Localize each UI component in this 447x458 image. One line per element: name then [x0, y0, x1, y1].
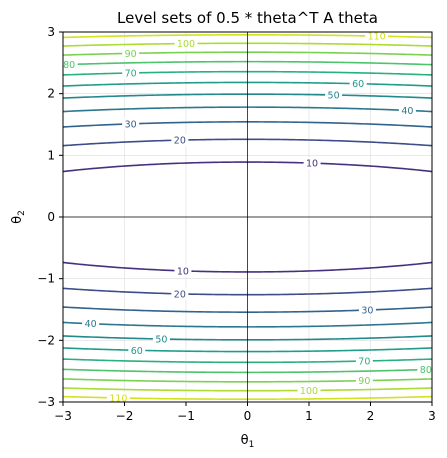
x-tick-label: 1: [305, 409, 313, 423]
contour-label-bg: [398, 104, 416, 117]
contour-label-10: 10: [177, 266, 189, 277]
contour-label-50: 50: [328, 91, 340, 102]
contour-label-110: 110: [109, 393, 127, 404]
contour-label-60: 60: [131, 346, 143, 357]
contour-label-100: 100: [177, 39, 195, 50]
contour-label-bg: [349, 77, 367, 90]
contour-label-bg: [60, 58, 78, 71]
contour-label-bg: [174, 37, 198, 50]
contour-label-bg: [171, 287, 189, 300]
contour-label-70: 70: [358, 357, 370, 368]
chart-title: Level sets of 0.5 * theta^T A theta: [117, 9, 378, 27]
x-tick-label: −1: [177, 409, 195, 423]
y-tick-label: 0: [47, 210, 55, 224]
contour-label-bg: [152, 332, 170, 345]
x-tick-label: −2: [116, 409, 134, 423]
contour-labels: 10 10 20 20 30 30 40 40 50 50 60 60 70 70 80 80 90 90 100 1…: [60, 30, 435, 404]
contour-label-80: 80: [63, 60, 75, 71]
contour-label-50: 50: [155, 334, 167, 345]
contour-label-bg: [355, 374, 373, 387]
contour-label-bg: [417, 363, 435, 376]
contour-label-20: 20: [174, 136, 186, 147]
contour-label-30: 30: [125, 119, 137, 130]
contour-label-80: 80: [420, 365, 432, 376]
y-tick-label: 2: [47, 87, 55, 101]
contour-label-bg: [365, 30, 389, 43]
y-axis-label: θ2: [10, 210, 27, 224]
contour-label-bg: [122, 47, 140, 60]
y-tick-label: −3: [37, 395, 55, 409]
contour-label-110: 110: [368, 32, 386, 43]
contour-label-bg: [106, 391, 130, 404]
contour-label-bg: [122, 66, 140, 79]
contour-label-bg: [325, 89, 343, 102]
contour-label-40: 40: [401, 106, 413, 117]
y-tick-label: −1: [37, 272, 55, 286]
x-tick-label: 0: [244, 409, 252, 423]
contour-label-100: 100: [300, 386, 318, 397]
contour-label-90: 90: [358, 376, 370, 387]
contour-label-20: 20: [174, 289, 186, 300]
contour-label-40: 40: [85, 319, 97, 330]
x-axis-label: θ1: [241, 433, 255, 450]
x-tick-label: 2: [367, 409, 375, 423]
contour-label-bg: [128, 344, 146, 357]
axis-ticks: −3−3 −2 −2 −1 −1 0 0 1 1 2 2 3 3: [37, 25, 436, 423]
contour-label-10: 10: [306, 159, 318, 170]
y-tick-label: 1: [47, 148, 55, 162]
contour-label-bg: [174, 264, 192, 277]
contour-label-90: 90: [125, 49, 137, 60]
y-tick-label: 3: [47, 25, 55, 39]
contour-label-bg: [303, 157, 321, 170]
x-tick-label: 3: [428, 409, 436, 423]
contour-label-bg: [358, 304, 376, 317]
y-tick-label: −2: [37, 333, 55, 347]
x-tick-label: −3: [54, 409, 72, 423]
contour-label-bg: [82, 317, 100, 330]
contour-label-bg: [355, 355, 373, 368]
contour-label-30: 30: [361, 306, 373, 317]
contour-label-bg: [122, 117, 140, 130]
contour-label-60: 60: [352, 79, 364, 90]
contour-label-bg: [171, 134, 189, 147]
contour-label-bg: [297, 384, 321, 397]
contour-label-70: 70: [125, 68, 137, 79]
reference-lines: [63, 32, 432, 402]
